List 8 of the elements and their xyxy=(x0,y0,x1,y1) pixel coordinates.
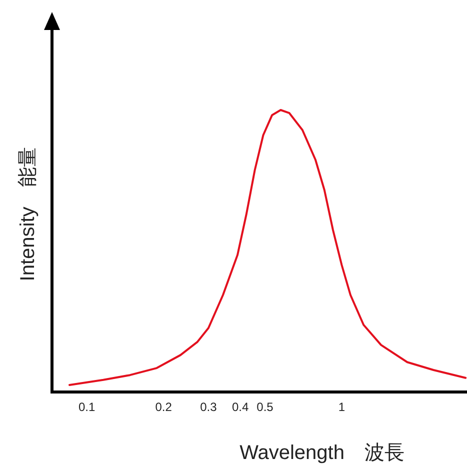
x-tick-label: 0.4 xyxy=(232,400,249,414)
x-tick-label: 0.3 xyxy=(200,400,218,414)
y-axis-title: Intensity 能量 xyxy=(17,146,39,282)
x-tick-label: 0.5 xyxy=(256,400,274,414)
x-axis-title: Wavelength 波長 xyxy=(240,442,404,464)
x-tick-label: 0.2 xyxy=(155,400,172,414)
x-tick-label: 1 xyxy=(338,400,346,414)
x-tick-label: 0.1 xyxy=(78,400,96,414)
